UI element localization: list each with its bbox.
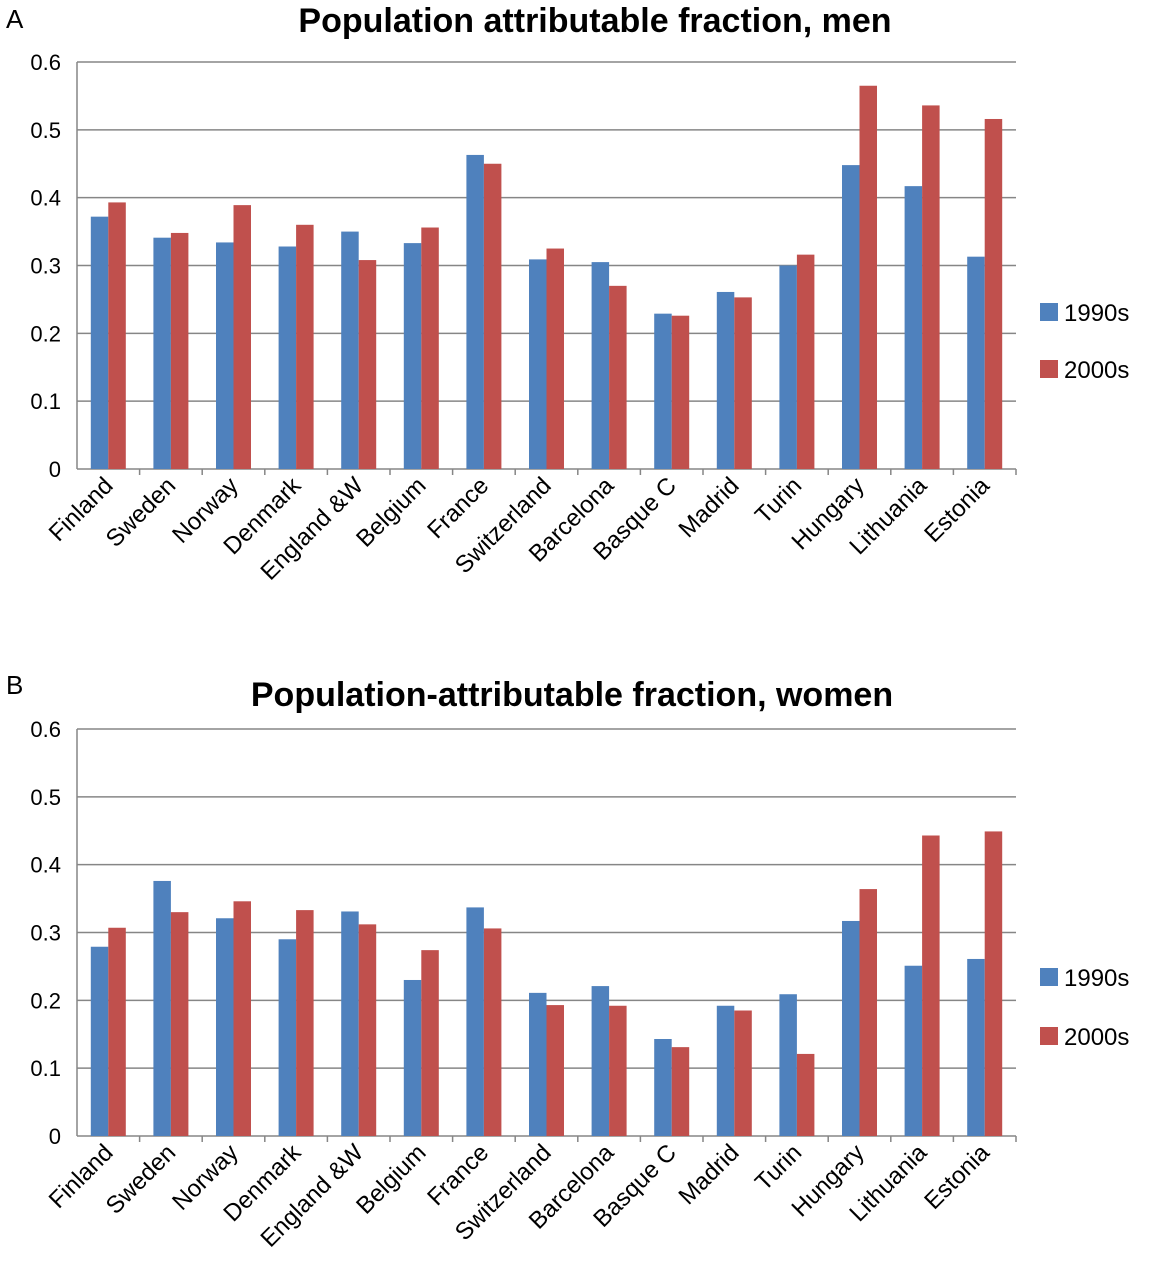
chart-b-bar-1990s-sweden bbox=[153, 880, 171, 1136]
chart-a-bar-1990s-basque-c bbox=[654, 313, 672, 469]
chart-a-ytick-label: 0.4 bbox=[30, 186, 61, 211]
chart-a-panel-letter: A bbox=[6, 4, 24, 34]
chart-b-bar-1990s-turin bbox=[779, 994, 797, 1136]
chart-a-bar-1990s-denmark bbox=[278, 246, 297, 469]
chart-b-category-label: Turin bbox=[750, 1139, 807, 1196]
chart-a-ytick-label: 0 bbox=[49, 457, 61, 482]
chart-b-category-label: Madrid bbox=[674, 1139, 745, 1210]
chart-a-bar-2000s-turin bbox=[796, 254, 815, 469]
chart-b-bar-1990s-lithuania bbox=[904, 965, 923, 1136]
chart-b-ytick-label: 0.1 bbox=[30, 1056, 61, 1081]
chart-a-bar-1990s-norway bbox=[216, 242, 234, 469]
chart-a-bar-1990s-madrid bbox=[716, 291, 735, 469]
chart-a-bar-2000s-estonia bbox=[984, 118, 1003, 469]
chart-a-bar-1990s-france bbox=[466, 154, 484, 469]
chart-b-ytick-label: 0.3 bbox=[30, 921, 61, 946]
chart-b-bar-2000s-switzerland bbox=[546, 1005, 564, 1136]
chart-a-category-label: Sweden bbox=[101, 472, 181, 552]
chart-b-ytick-label: 0.5 bbox=[30, 785, 61, 810]
chart-b-bar-2000s-barcelona bbox=[609, 1005, 627, 1136]
chart-b-legend-label-2000s: 2000s bbox=[1064, 1024, 1129, 1051]
chart-b-legend-swatch-2000s bbox=[1040, 1027, 1058, 1045]
chart-a-category-label: Turin bbox=[750, 472, 807, 529]
chart-a-bar-2000s-belgium bbox=[421, 227, 439, 469]
chart-b-bar-1990s-denmark bbox=[278, 939, 297, 1136]
chart-a-bar-1990s-switzerland bbox=[529, 259, 547, 469]
chart-b-legend-label-1990s: 1990s bbox=[1064, 965, 1129, 992]
chart-a-bar-2000s-lithuania bbox=[922, 105, 940, 469]
chart-a-bar-2000s-finland bbox=[108, 202, 126, 470]
chart-b-bar-1990s-england-w bbox=[341, 911, 359, 1136]
chart-a-category-label: Belgium bbox=[351, 472, 431, 552]
chart-a-bar-2000s-france bbox=[483, 163, 502, 469]
chart-b-bar-1990s-norway bbox=[216, 918, 234, 1136]
chart-b-bar-2000s-madrid bbox=[734, 1010, 752, 1136]
chart-a-bar-1990s-lithuania bbox=[904, 186, 923, 469]
chart-b-title: Population-attributable fraction, women bbox=[251, 676, 893, 714]
chart-b-panel-letter: B bbox=[6, 670, 23, 700]
chart-a: A Population attributable fraction, men 0 0… bbox=[6, 2, 1129, 586]
chart-b-bar-1990s-belgium bbox=[403, 979, 422, 1136]
chart-b-bar-2000s-england-w bbox=[358, 924, 377, 1136]
chart-b-bar-2000s-hungary bbox=[859, 889, 877, 1136]
chart-a-bar-1990s-england-w bbox=[341, 231, 359, 469]
chart-a-category-label: Estonia bbox=[919, 472, 995, 548]
chart-b-bar-2000s-france bbox=[483, 928, 502, 1136]
chart-a-bar-1990s-hungary bbox=[842, 165, 860, 469]
chart-a-title: Population attributable fraction, men bbox=[298, 2, 891, 40]
chart-b-bar-2000s-denmark bbox=[296, 910, 314, 1136]
chart-b-category-label: Sweden bbox=[101, 1139, 181, 1219]
chart-a-bar-1990s-barcelona bbox=[591, 262, 610, 469]
chart-a-ytick-label: 0.2 bbox=[30, 321, 61, 346]
chart-b-bar-2000s-estonia bbox=[984, 831, 1003, 1136]
chart-b-category-label: Belgium bbox=[351, 1139, 431, 1219]
chart-b-bar-1990s-switzerland bbox=[529, 992, 547, 1136]
chart-a-legend-label-1990s: 1990s bbox=[1064, 300, 1129, 327]
chart-a-legend-swatch-2000s bbox=[1040, 360, 1058, 378]
chart-b-category-label: Estonia bbox=[919, 1139, 995, 1215]
chart-b-bar-2000s-finland bbox=[108, 927, 126, 1136]
chart-b-bar-1990s-madrid bbox=[716, 1005, 735, 1136]
chart-a-bar-2000s-sweden bbox=[170, 232, 189, 469]
chart-a-bar-2000s-madrid bbox=[734, 297, 752, 469]
chart-a-bar-1990s-estonia bbox=[967, 256, 985, 469]
chart-a-ytick-label: 0.5 bbox=[30, 118, 61, 143]
chart-b-ytick-label: 0.6 bbox=[30, 717, 61, 742]
chart-b-bar-1990s-finland bbox=[90, 946, 109, 1136]
chart-b-ytick-label: 0 bbox=[49, 1124, 61, 1149]
chart-b-bar-2000s-basque-c bbox=[671, 1047, 690, 1136]
chart-a-bar-2000s-denmark bbox=[296, 224, 314, 469]
chart-a-bar-1990s-belgium bbox=[403, 243, 422, 469]
chart-b-bar-2000s-lithuania bbox=[922, 835, 940, 1136]
chart-b-bar-2000s-sweden bbox=[170, 912, 189, 1136]
chart-b-bar-1990s-estonia bbox=[967, 958, 985, 1136]
chart-a-bar-1990s-turin bbox=[779, 265, 797, 469]
chart-b-legend-swatch-1990s bbox=[1040, 968, 1058, 986]
chart-b-bar-1990s-hungary bbox=[842, 920, 860, 1136]
chart-b-bar-2000s-belgium bbox=[421, 950, 439, 1136]
chart-b-ytick-label: 0.2 bbox=[30, 988, 61, 1013]
chart-a-legend-swatch-1990s bbox=[1040, 303, 1058, 321]
chart-b-bar-1990s-basque-c bbox=[654, 1038, 672, 1136]
chart-b-bar-2000s-turin bbox=[796, 1053, 815, 1136]
chart-b-bar-2000s-norway bbox=[233, 901, 251, 1136]
chart-a-legend-label-2000s: 2000s bbox=[1064, 357, 1129, 384]
chart-a-bar-2000s-barcelona bbox=[609, 285, 627, 469]
chart-b-bar-1990s-france bbox=[466, 907, 484, 1136]
chart-a-category-label: Madrid bbox=[674, 472, 745, 543]
chart-a-ytick-label: 0.6 bbox=[30, 50, 61, 75]
chart-a-bar-2000s-switzerland bbox=[546, 248, 564, 469]
chart-b-bar-1990s-barcelona bbox=[591, 986, 610, 1136]
chart-b: B Population-attributable fraction, women… bbox=[6, 670, 1129, 1253]
chart-a-bar-2000s-basque-c bbox=[671, 315, 690, 469]
chart-a-bar-1990s-sweden bbox=[153, 237, 171, 469]
chart-a-bar-2000s-norway bbox=[233, 205, 251, 469]
chart-a-ytick-label: 0.1 bbox=[30, 389, 61, 414]
chart-a-bar-2000s-hungary bbox=[859, 85, 877, 469]
chart-a-bar-2000s-england-w bbox=[358, 260, 377, 469]
chart-b-ytick-label: 0.4 bbox=[30, 853, 61, 878]
chart-a-ytick-label: 0.3 bbox=[30, 254, 61, 279]
chart-a-bar-1990s-finland bbox=[90, 216, 109, 469]
